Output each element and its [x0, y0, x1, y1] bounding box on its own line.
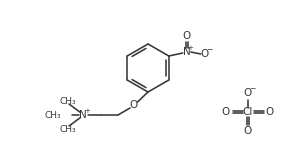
Text: CH₃: CH₃: [60, 124, 76, 133]
Text: O: O: [130, 100, 138, 110]
Text: CH₃: CH₃: [45, 111, 61, 119]
Text: CH₃: CH₃: [60, 96, 76, 106]
Text: N: N: [79, 110, 87, 120]
Text: O: O: [244, 88, 252, 98]
Text: O: O: [183, 31, 191, 41]
Text: O: O: [244, 126, 252, 136]
Text: +: +: [85, 107, 91, 114]
Text: Cl: Cl: [243, 107, 253, 117]
Text: O: O: [201, 49, 209, 59]
Text: O: O: [266, 107, 274, 117]
Text: N: N: [183, 47, 191, 57]
Text: O: O: [222, 107, 230, 117]
Text: −: −: [249, 84, 256, 93]
Text: −: −: [206, 45, 212, 54]
Text: +: +: [188, 45, 194, 51]
